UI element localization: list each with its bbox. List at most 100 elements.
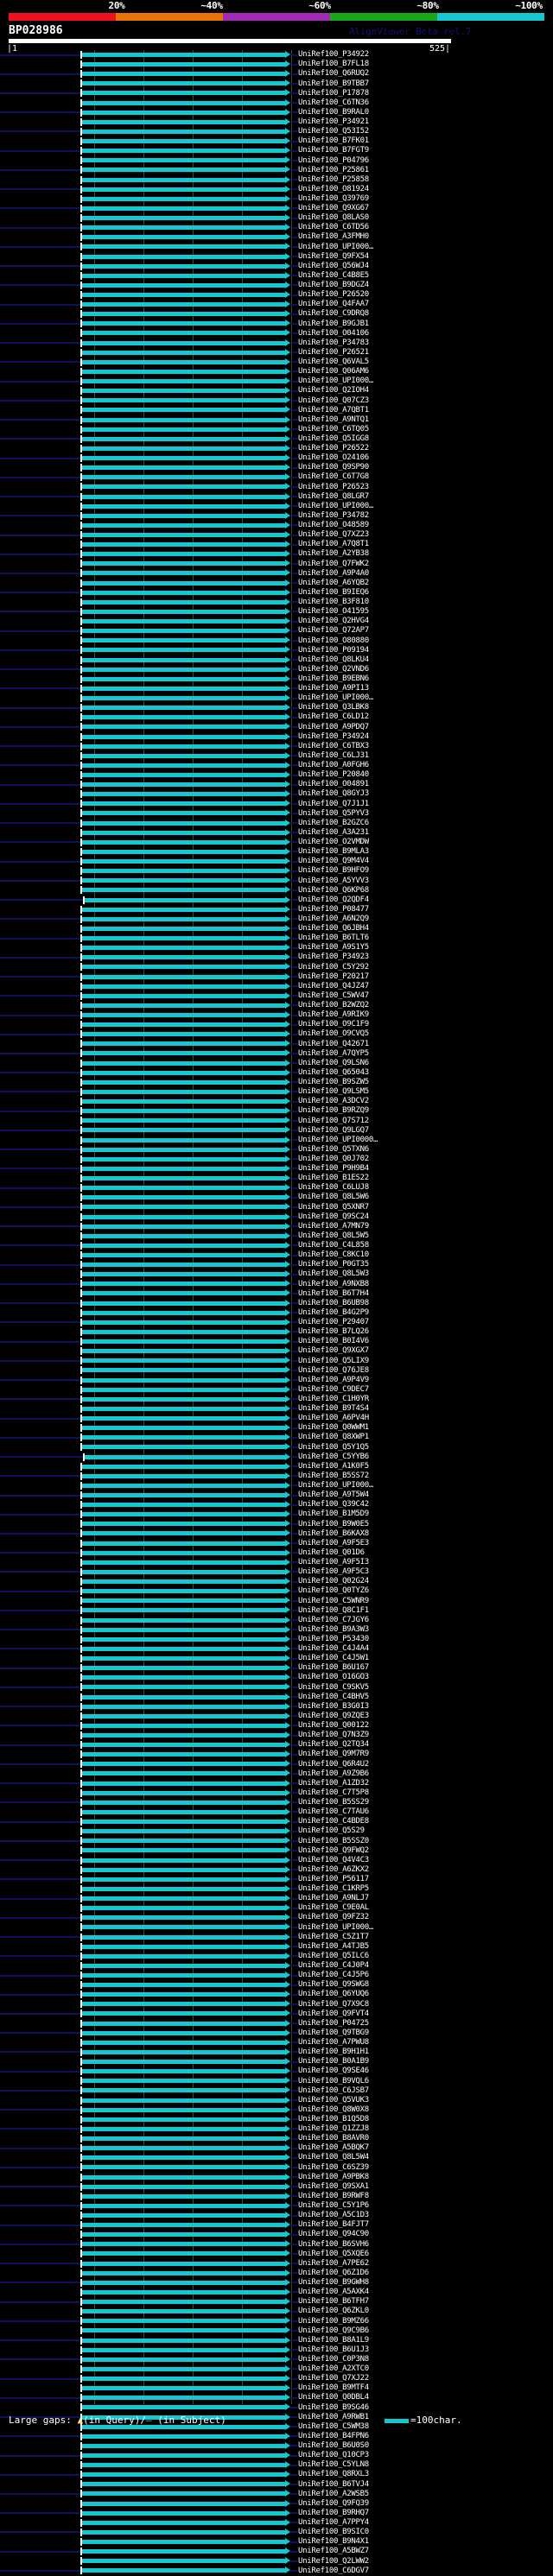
alignment-row[interactable]: UniRef100_Q2QDF4 xyxy=(0,896,553,905)
alignment-row[interactable]: UniRef100_P04725 xyxy=(0,2019,553,2029)
hsp-bar[interactable] xyxy=(82,946,285,951)
alignment-row[interactable]: UniRef100_Q9FVT4 xyxy=(0,2009,553,2018)
hit-accession-label[interactable]: UniRef100_B6U167 xyxy=(298,1663,369,1673)
alignment-row[interactable]: UniRef100_A1K0F5 xyxy=(0,1462,553,1472)
alignment-row[interactable]: UniRef100_Q9LGQ7 xyxy=(0,1125,553,1135)
hsp-bar[interactable] xyxy=(82,1493,285,1497)
hit-accession-label[interactable]: UniRef100_C4BHV5 xyxy=(298,1692,369,1701)
alignment-row[interactable]: UniRef100_A1ZD32 xyxy=(0,1779,553,1788)
hit-accession-label[interactable]: UniRef100_Q5TXN6 xyxy=(298,1144,369,1154)
hsp-bar[interactable] xyxy=(82,1272,285,1277)
hsp-bar[interactable] xyxy=(82,235,285,240)
hsp-bar[interactable] xyxy=(82,2107,285,2112)
hit-accession-label[interactable]: UniRef100_Q5LIX9 xyxy=(298,1356,369,1365)
hsp-bar[interactable] xyxy=(82,100,285,105)
alignment-row[interactable]: UniRef100_Q5PYV3 xyxy=(0,808,553,818)
alignment-row[interactable]: UniRef100_C6T7G8 xyxy=(0,472,553,482)
hit-accession-label[interactable]: UniRef100_B6T7H4 xyxy=(298,1288,369,1298)
hsp-bar[interactable] xyxy=(82,1339,285,1345)
hit-accession-label[interactable]: UniRef100_B8AVR0 xyxy=(298,2134,369,2143)
hit-accession-label[interactable]: UniRef100_Q8L5W5 xyxy=(298,1231,369,1240)
alignment-row[interactable]: UniRef100_B9MTF4 xyxy=(0,2383,553,2393)
alignment-row[interactable]: UniRef100_Q8LKU4 xyxy=(0,655,553,665)
alignment-row[interactable]: UniRef100_Q56WJ4 xyxy=(0,262,553,271)
hsp-bar[interactable] xyxy=(82,1829,285,1834)
alignment-row[interactable]: UniRef100_Q9C9B6 xyxy=(0,2326,553,2335)
hit-accession-label[interactable]: UniRef100_A7PWU8 xyxy=(298,2038,369,2048)
hit-accession-label[interactable]: UniRef100_B7LQ26 xyxy=(298,1327,369,1337)
hit-accession-label[interactable]: UniRef100_Q3LBK8 xyxy=(298,703,369,712)
alignment-row[interactable]: UniRef100_B6U167 xyxy=(0,1663,553,1673)
hsp-bar[interactable] xyxy=(82,1032,285,1037)
hsp-bar[interactable] xyxy=(82,2174,285,2180)
hit-accession-label[interactable]: UniRef100_Q9XGX7 xyxy=(298,1346,369,1356)
hit-accession-label[interactable]: UniRef100_Q2LWW2 xyxy=(298,2556,369,2566)
hit-accession-label[interactable]: UniRef100_B7FL18 xyxy=(298,60,369,69)
hit-accession-label[interactable]: UniRef100_P34924 xyxy=(298,731,369,741)
alignment-row[interactable]: UniRef100_Q9LSN6 xyxy=(0,1059,553,1068)
hsp-bar[interactable] xyxy=(82,1224,285,1229)
alignment-row[interactable]: UniRef100_C8KC10 xyxy=(0,1250,553,1260)
alignment-row[interactable]: UniRef100_C6TQ05 xyxy=(0,425,553,434)
hit-accession-label[interactable]: UniRef100_UPI000… xyxy=(298,501,374,510)
hit-accession-label[interactable]: UniRef100_B0A1B9 xyxy=(298,2057,369,2066)
hsp-bar[interactable] xyxy=(82,1906,285,1911)
hsp-bar[interactable] xyxy=(82,1848,285,1853)
alignment-row[interactable]: UniRef100_B5SSZ0 xyxy=(0,1836,553,1845)
hsp-bar[interactable] xyxy=(82,1060,285,1066)
alignment-row[interactable]: UniRef100_P09194 xyxy=(0,645,553,655)
hsp-bar[interactable] xyxy=(82,1743,285,1748)
hit-accession-label[interactable]: UniRef100_Q9SXA1 xyxy=(298,2181,369,2191)
hsp-bar[interactable] xyxy=(82,91,285,96)
alignment-row[interactable]: UniRef100_P56117 xyxy=(0,1875,553,1884)
alignment-row[interactable]: UniRef100_A2XTC0 xyxy=(0,2364,553,2374)
hit-accession-label[interactable]: UniRef100_Q8L5W6 xyxy=(298,1193,369,1202)
hit-accession-label[interactable]: UniRef100_Q5PYV3 xyxy=(298,808,369,818)
hsp-bar[interactable] xyxy=(82,849,285,854)
hsp-bar[interactable] xyxy=(82,715,285,720)
hit-accession-label[interactable]: UniRef100_P25858 xyxy=(298,174,369,184)
hsp-bar[interactable] xyxy=(82,1368,285,1373)
hit-accession-label[interactable]: UniRef100_C6TD56 xyxy=(298,223,369,232)
alignment-row[interactable]: UniRef100_UPI000… xyxy=(0,1922,553,1932)
alignment-row[interactable]: UniRef100_B9RZQ9 xyxy=(0,1106,553,1116)
alignment-row[interactable]: UniRef100_A9PI13 xyxy=(0,684,553,693)
hsp-bar[interactable] xyxy=(82,1089,285,1094)
hsp-bar[interactable] xyxy=(82,561,285,566)
hsp-bar[interactable] xyxy=(82,2203,285,2208)
hsp-bar[interactable] xyxy=(82,1070,285,1075)
alignment-row[interactable]: UniRef100_B6KAX8 xyxy=(0,1529,553,1538)
hit-accession-label[interactable]: UniRef100_Q9SE46 xyxy=(298,2066,369,2076)
alignment-row[interactable]: UniRef100_O24106 xyxy=(0,453,553,463)
hit-accession-label[interactable]: UniRef100_A9P4A0 xyxy=(298,568,369,578)
alignment-row[interactable]: UniRef100_Q7FWK2 xyxy=(0,559,553,568)
alignment-row[interactable]: UniRef100_B0I4V6 xyxy=(0,1337,553,1346)
hit-accession-label[interactable]: UniRef100_Q8C1F1 xyxy=(298,1605,369,1615)
hsp-bar[interactable] xyxy=(82,1752,285,1757)
hit-accession-label[interactable]: UniRef100_P34923 xyxy=(298,953,369,962)
hsp-bar[interactable] xyxy=(82,984,285,989)
hsp-bar[interactable] xyxy=(82,2443,285,2448)
hsp-bar[interactable] xyxy=(82,1128,285,1133)
alignment-row[interactable]: UniRef100_B3G0I3 xyxy=(0,1702,553,1712)
hit-accession-label[interactable]: UniRef100_C6SZ39 xyxy=(298,2162,369,2172)
hit-accession-label[interactable]: UniRef100_B9SG46 xyxy=(298,2402,369,2412)
hsp-bar[interactable] xyxy=(82,1166,285,1171)
alignment-row[interactable]: UniRef100_P34922 xyxy=(0,50,553,60)
alignment-row[interactable]: UniRef100_P26520 xyxy=(0,290,553,300)
hsp-bar[interactable] xyxy=(82,2540,285,2545)
alignment-row[interactable]: UniRef100_C9SKV5 xyxy=(0,1682,553,1692)
hit-accession-label[interactable]: UniRef100_C8KC10 xyxy=(298,1250,369,1260)
alignment-row[interactable]: UniRef100_C1KRP5 xyxy=(0,1884,553,1894)
hit-accession-label[interactable]: UniRef100_B9MLA3 xyxy=(298,847,369,857)
alignment-row[interactable]: UniRef100_Q00122 xyxy=(0,1721,553,1731)
alignment-row[interactable]: UniRef100_A9NLJ7 xyxy=(0,1894,553,1903)
alignment-row[interactable]: UniRef100_B9DGZ4 xyxy=(0,281,553,290)
hit-accession-label[interactable]: UniRef100_C7JGY6 xyxy=(298,1615,369,1624)
hsp-bar[interactable] xyxy=(82,2559,285,2564)
alignment-row[interactable]: UniRef100_Q0WWM1 xyxy=(0,1423,553,1433)
hit-accession-label[interactable]: UniRef100_Q6JBH4 xyxy=(298,924,369,934)
hsp-bar[interactable] xyxy=(82,878,285,883)
hit-accession-label[interactable]: UniRef100_Q42671 xyxy=(298,1039,369,1048)
hit-accession-label[interactable]: UniRef100_B9SIC0 xyxy=(298,2528,369,2537)
